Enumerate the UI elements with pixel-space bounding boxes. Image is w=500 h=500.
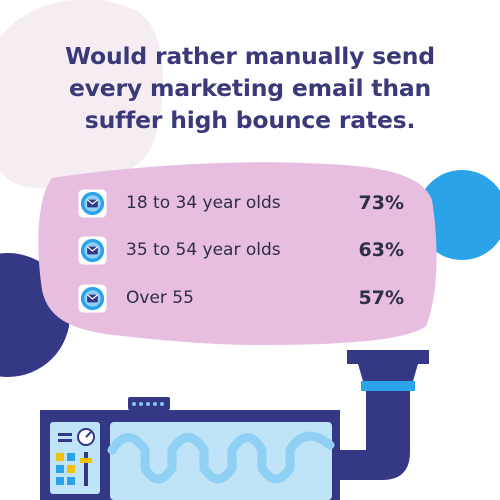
machine-illustration	[40, 350, 429, 500]
age-group-label: 18 to 34 year olds	[126, 193, 281, 213]
age-group-label: Over 55	[126, 288, 194, 308]
age-group-label: 35 to 54 year olds	[126, 240, 281, 260]
page-title: Would rather manually send every marketi…	[10, 40, 490, 136]
title-line: every marketing email than	[68, 74, 432, 102]
percent-value: 73%	[358, 192, 404, 214]
envelope-icon	[78, 235, 107, 265]
data-panel	[38, 162, 437, 345]
title-line: Would rather manually send	[65, 42, 435, 70]
data-row: Over 55 57%	[78, 283, 404, 313]
title-blob	[0, 0, 164, 189]
envelope-icon	[78, 283, 107, 313]
percent-value: 57%	[358, 287, 404, 309]
data-row: 35 to 54 year olds 63%	[78, 235, 404, 265]
envelope-icon	[78, 188, 107, 218]
percent-value: 63%	[358, 239, 404, 261]
title-line: suffer high bounce rates.	[84, 106, 416, 134]
data-row: 18 to 34 year olds 73%	[78, 188, 404, 218]
blue-circle	[417, 170, 500, 260]
